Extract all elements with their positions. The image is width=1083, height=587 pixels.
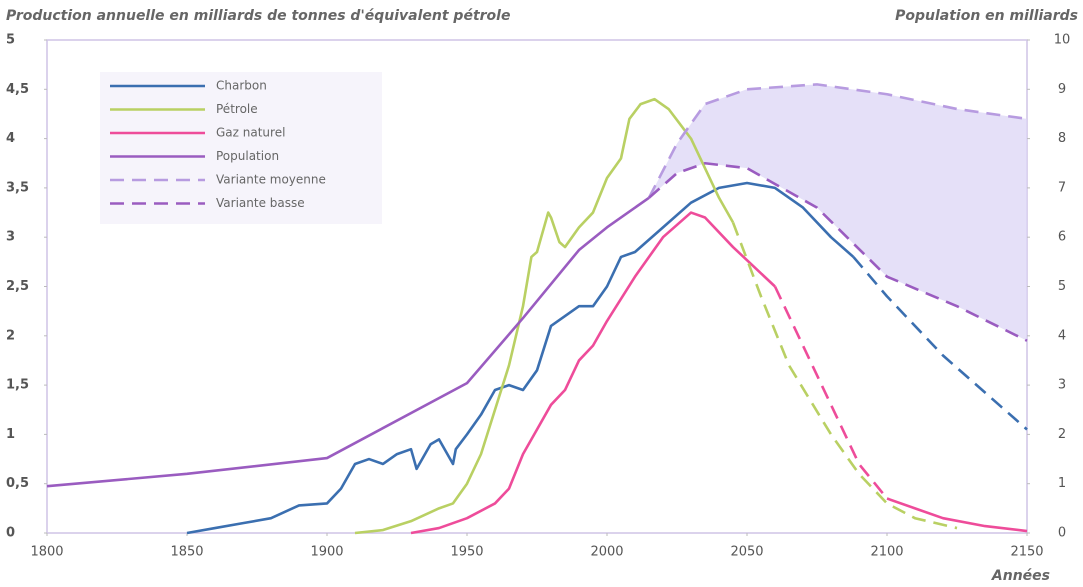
series-line — [773, 285, 889, 500]
legend-label: Population — [216, 149, 279, 163]
y2-tick-label: 5 — [1058, 279, 1066, 294]
y2-tick-label: 4 — [1058, 328, 1066, 343]
y2-tick-label: 3 — [1058, 378, 1066, 393]
legend-label: Variante basse — [216, 196, 305, 210]
x-tick-label: 1850 — [170, 545, 203, 560]
y2-tick-label: 9 — [1058, 82, 1066, 97]
y-tick-label: 2,5 — [6, 279, 29, 294]
series-line — [410, 211, 776, 535]
y-tick-label: 3 — [6, 230, 15, 245]
x-tick-label: 1950 — [450, 545, 483, 560]
series-line — [852, 256, 1028, 431]
y-tick-label: 1 — [6, 427, 15, 442]
y-tick-label: 0,5 — [6, 476, 29, 491]
x-tick-label: 1800 — [30, 545, 63, 560]
series-line — [186, 181, 855, 535]
series-line — [731, 221, 958, 530]
y2-tick-label: 6 — [1058, 230, 1066, 245]
legend-box — [100, 72, 382, 224]
projection-band — [649, 84, 1027, 341]
y-tick-label: 5 — [6, 33, 15, 48]
x-tick-label: 2000 — [590, 545, 623, 560]
y2-tick-label: 10 — [1054, 33, 1071, 48]
y-tick-label: 1,5 — [6, 378, 29, 393]
y-tick-label: 0 — [6, 526, 15, 541]
series-line — [354, 97, 735, 535]
legend-label: Pétrole — [216, 102, 258, 116]
y2-axis-label: Population en milliards — [895, 8, 1078, 24]
y2-tick-label: 2 — [1058, 427, 1066, 442]
y-tick-label: 3,5 — [6, 180, 29, 195]
y2-tick-label: 7 — [1058, 180, 1066, 195]
legend-label: Variante moyenne — [216, 173, 326, 187]
x-axis-label: Années — [991, 568, 1050, 584]
legend-label: Gaz naturel — [216, 126, 285, 140]
x-tick-label: 2150 — [1010, 545, 1043, 560]
y2-tick-label: 0 — [1058, 526, 1066, 541]
y-tick-label: 4 — [6, 131, 15, 146]
x-tick-label: 1900 — [310, 545, 343, 560]
chart-title: Production annuelle en milliards de tonn… — [6, 8, 510, 24]
x-tick-label: 2050 — [730, 545, 763, 560]
y2-tick-label: 8 — [1058, 131, 1066, 146]
x-tick-label: 2100 — [870, 545, 903, 560]
y-tick-label: 4,5 — [6, 82, 29, 97]
y-tick-label: 2 — [6, 328, 15, 343]
legend-label: Charbon — [216, 79, 267, 93]
y2-tick-label: 1 — [1058, 476, 1066, 491]
series-line — [886, 497, 1028, 533]
series-line — [647, 83, 1028, 199]
series-line — [46, 196, 650, 488]
